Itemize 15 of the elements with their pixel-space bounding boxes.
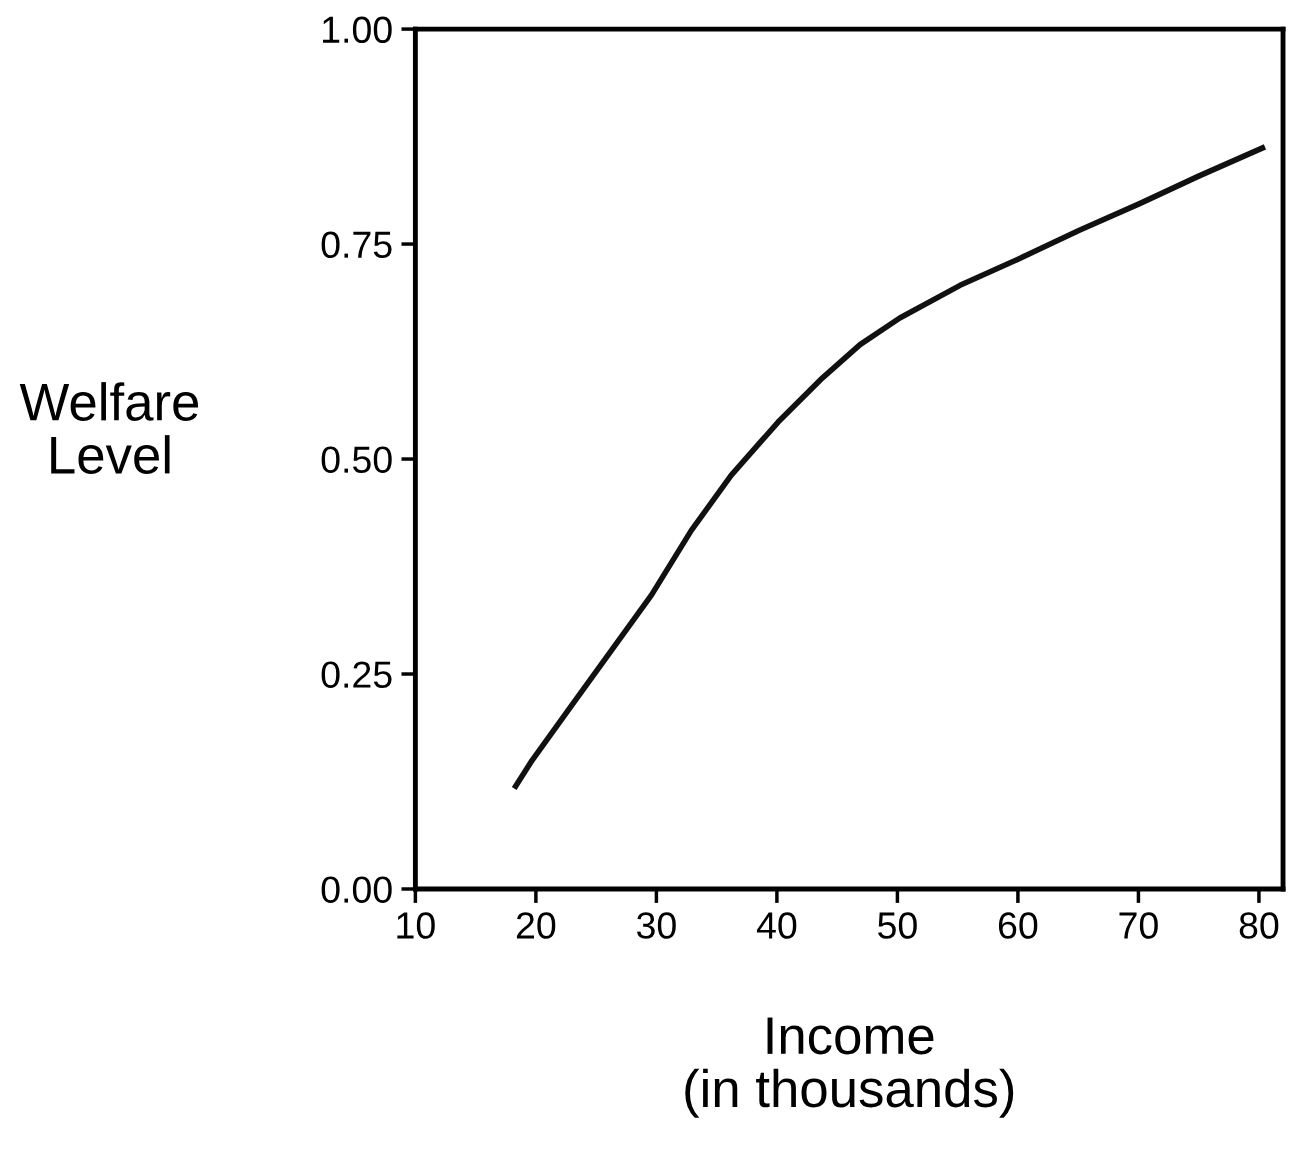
x-tick-label: 10 — [397, 912, 435, 939]
x-tick-label: 40 — [756, 912, 797, 939]
y-tick-label: 0.00 — [321, 876, 392, 903]
x-tick-label: 70 — [1119, 912, 1158, 939]
y-tick-label: 0.25 — [321, 661, 392, 688]
y-tick-label: 1.00 — [323, 16, 392, 44]
y-tick-label: 0.75 — [321, 231, 392, 259]
x-tick-label: 20 — [516, 912, 556, 939]
x-tick-label: 60 — [998, 912, 1038, 939]
y-axis-title: Welfare Level — [19, 382, 199, 474]
x-tick-label: 30 — [636, 912, 676, 939]
x-tick-label: 80 — [1239, 912, 1279, 939]
x-tick-label: 50 — [878, 912, 917, 939]
y-tick-label: 0.50 — [321, 446, 392, 473]
x-axis-title: Income (in thousands) — [685, 1017, 1014, 1118]
